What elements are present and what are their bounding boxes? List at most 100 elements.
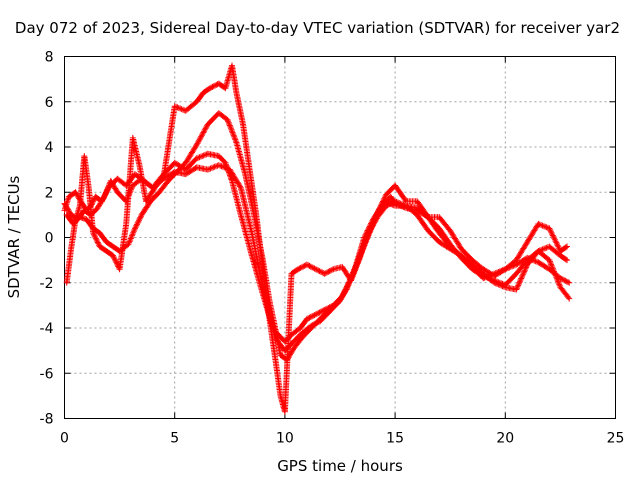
data-point-run [229, 62, 240, 95]
data-point-run [165, 170, 179, 184]
x-axis-label: GPS time / hours [277, 457, 403, 475]
data-point-run [233, 139, 248, 176]
data-point [566, 279, 573, 286]
data-point-run [138, 199, 153, 218]
data-point-run [182, 99, 199, 114]
data-point-run [129, 134, 143, 167]
data-point-run [348, 256, 363, 284]
y-tick-label: 6 [45, 95, 54, 111]
grid-lines [64, 56, 616, 419]
x-tick-label: 10 [276, 431, 294, 447]
data-point-run [215, 110, 230, 122]
data-point-run [326, 298, 342, 313]
data-point-run [132, 213, 144, 232]
data-point-run [392, 182, 409, 204]
data-point [566, 295, 573, 302]
data-point-run [513, 258, 530, 277]
data-point-run [156, 179, 171, 196]
y-tick-label: 2 [45, 185, 54, 201]
data-point-run [491, 279, 507, 290]
data-point-run [173, 161, 188, 175]
data-point-run [96, 230, 109, 244]
data-point [564, 243, 571, 250]
data-point-run [546, 257, 563, 289]
data-point-run [224, 116, 239, 145]
data-point-run [273, 329, 284, 357]
data-point-run [447, 243, 463, 258]
data-point-run [425, 227, 442, 244]
data-point-run [103, 248, 115, 258]
data-point-run [513, 240, 530, 264]
data-point-run [222, 159, 235, 183]
data-point-run [436, 214, 453, 233]
data-point-run [116, 222, 129, 273]
data-point-run [281, 272, 295, 415]
y-tick-label: -2 [40, 276, 54, 292]
data-point-run [204, 111, 221, 128]
data-point-run [436, 230, 453, 249]
data-point-run [303, 261, 318, 272]
data-point-run [312, 307, 327, 318]
data-point-run [103, 239, 115, 249]
data-point-run [535, 248, 552, 263]
y-tick-label: -4 [40, 321, 54, 337]
data-point-run [513, 263, 530, 293]
data-point-run [193, 90, 206, 105]
data-point-run [524, 249, 541, 268]
data-point-run [237, 184, 255, 235]
data-point-run [81, 153, 92, 190]
data-point-run [288, 326, 303, 338]
y-tick-label: 0 [45, 231, 54, 247]
data-point-run [160, 104, 178, 180]
data-point-run [557, 252, 569, 263]
data-point-run [94, 195, 107, 212]
data-point-run [480, 270, 497, 285]
x-tick-labels: 0 5 10 15 20 25 [60, 431, 624, 447]
y-axis-label: SDTVAR / TECUs [5, 175, 23, 298]
data-point-run [557, 244, 569, 255]
data-point-run [535, 259, 552, 272]
data-point-run [273, 361, 284, 398]
data-point-run [229, 177, 244, 217]
chart-title: Day 072 of 2023, Sidereal Day-to-day VTE… [15, 19, 620, 37]
data-point-run [299, 326, 314, 341]
data-point-run [337, 276, 354, 304]
data-point-run [502, 258, 519, 273]
y-tick-label: -6 [40, 366, 54, 382]
data-point-run [200, 85, 212, 96]
data-point-run [290, 335, 305, 352]
data-point-run [147, 190, 162, 205]
data-point-run [557, 284, 572, 301]
data-point-run [61, 200, 74, 217]
data-point-run [458, 252, 474, 267]
data-point-run [246, 166, 259, 217]
data-point-run [414, 211, 431, 233]
data-point-run [259, 266, 273, 321]
data-point-run [204, 162, 221, 173]
data-point-run [85, 184, 96, 235]
y-tick-label: 8 [45, 50, 54, 66]
data-point-run [374, 192, 389, 216]
data-point-run [68, 217, 79, 252]
y-tick-label: -8 [40, 412, 54, 428]
y-tick-labels: -8 -6 -4 -2 0 2 4 6 8 [40, 50, 54, 428]
data-point-run [63, 247, 74, 286]
data-point-run [469, 261, 485, 276]
series-trace-4 [63, 62, 571, 415]
data-point-run [356, 229, 372, 261]
data-point-run [491, 266, 508, 279]
x-tick-label: 20 [496, 431, 514, 447]
data-point-run [321, 266, 336, 277]
data-point-run [414, 198, 431, 219]
data-point-run [303, 312, 318, 322]
data-series [61, 62, 573, 415]
data-point-run [248, 252, 266, 296]
data-point-run [308, 317, 323, 331]
data-point-run [125, 226, 138, 248]
data-point-run [317, 308, 331, 322]
x-tick-label: 5 [170, 431, 179, 447]
data-point-run [546, 243, 563, 258]
data-point-run [524, 222, 541, 245]
series-trace-2 [61, 150, 573, 345]
